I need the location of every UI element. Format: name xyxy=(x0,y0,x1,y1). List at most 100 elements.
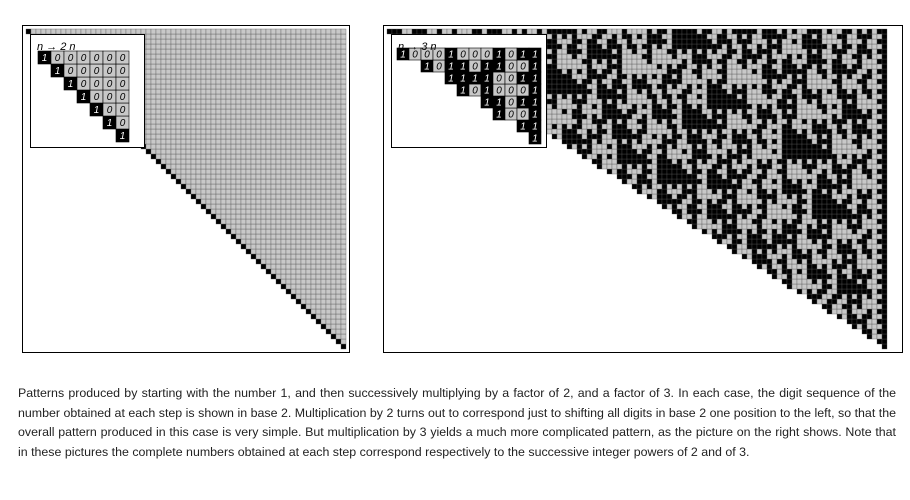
cell xyxy=(871,323,878,330)
cell xyxy=(265,93,272,100)
cell xyxy=(811,128,818,135)
cell xyxy=(591,48,598,55)
cell xyxy=(285,243,292,250)
cell xyxy=(285,238,292,245)
cell xyxy=(170,103,177,110)
cell xyxy=(651,83,658,90)
cell xyxy=(831,303,838,310)
cell xyxy=(596,138,603,145)
cell xyxy=(190,193,197,200)
cell xyxy=(295,118,302,125)
cell xyxy=(305,68,312,75)
cell xyxy=(731,183,738,190)
cell xyxy=(240,238,247,245)
cell xyxy=(666,188,673,195)
cell xyxy=(786,78,793,85)
cell xyxy=(771,143,778,150)
cell xyxy=(831,53,838,60)
cell xyxy=(856,278,863,285)
cell xyxy=(295,43,302,50)
cell xyxy=(150,33,157,40)
cell xyxy=(270,118,277,125)
cell xyxy=(851,158,858,165)
cell xyxy=(771,243,778,250)
cell xyxy=(330,258,337,265)
cell xyxy=(866,118,873,125)
cell xyxy=(601,83,608,90)
cell xyxy=(235,208,242,215)
cell xyxy=(836,88,843,95)
cell xyxy=(175,28,182,35)
cell xyxy=(275,153,282,160)
cell xyxy=(671,83,678,90)
cell xyxy=(581,123,588,130)
cell xyxy=(150,38,157,45)
cell xyxy=(270,128,277,135)
cell xyxy=(781,148,788,155)
cell xyxy=(320,113,327,120)
cell xyxy=(641,93,648,100)
cell xyxy=(651,88,658,95)
cell xyxy=(811,108,818,115)
cell xyxy=(315,128,322,135)
cell xyxy=(210,168,217,175)
cell xyxy=(290,83,297,90)
cell xyxy=(716,233,723,240)
cell xyxy=(856,68,863,75)
cell xyxy=(230,208,237,215)
cell xyxy=(656,98,663,105)
cell xyxy=(180,98,187,105)
cell xyxy=(851,293,858,300)
cell xyxy=(861,103,868,110)
cell xyxy=(546,63,553,70)
cell xyxy=(706,198,713,205)
cell xyxy=(686,98,693,105)
cell xyxy=(275,128,282,135)
cell xyxy=(841,173,848,180)
cell xyxy=(726,68,733,75)
cell xyxy=(756,173,763,180)
cell xyxy=(851,178,858,185)
cell xyxy=(270,38,277,45)
cell xyxy=(325,28,332,35)
cell xyxy=(786,98,793,105)
cell xyxy=(190,43,197,50)
cell xyxy=(866,258,873,265)
cell xyxy=(325,303,332,310)
cell xyxy=(255,98,262,105)
cell xyxy=(731,218,738,225)
cell xyxy=(180,53,187,60)
cell xyxy=(586,98,593,105)
cell xyxy=(831,83,838,90)
cell xyxy=(841,208,848,215)
cell xyxy=(801,53,808,60)
cell xyxy=(646,193,653,200)
cell xyxy=(315,258,322,265)
cell xyxy=(225,53,232,60)
cell xyxy=(325,163,332,170)
cell xyxy=(320,288,327,295)
cell xyxy=(215,28,222,35)
cell xyxy=(726,198,733,205)
cell xyxy=(651,78,658,85)
cell xyxy=(836,253,843,260)
cell xyxy=(716,218,723,225)
cell xyxy=(651,148,658,155)
cell xyxy=(781,123,788,130)
cell xyxy=(160,48,167,55)
cell xyxy=(260,188,267,195)
cell xyxy=(716,183,723,190)
cell xyxy=(806,78,813,85)
cell xyxy=(616,63,623,70)
cell xyxy=(751,193,758,200)
cell xyxy=(285,108,292,115)
cell xyxy=(606,118,613,125)
cell xyxy=(195,138,202,145)
cell xyxy=(686,203,693,210)
cell xyxy=(160,153,167,160)
cell xyxy=(626,178,633,185)
cell xyxy=(841,193,848,200)
cell xyxy=(290,133,297,140)
cell xyxy=(746,223,753,230)
cell xyxy=(721,73,728,80)
